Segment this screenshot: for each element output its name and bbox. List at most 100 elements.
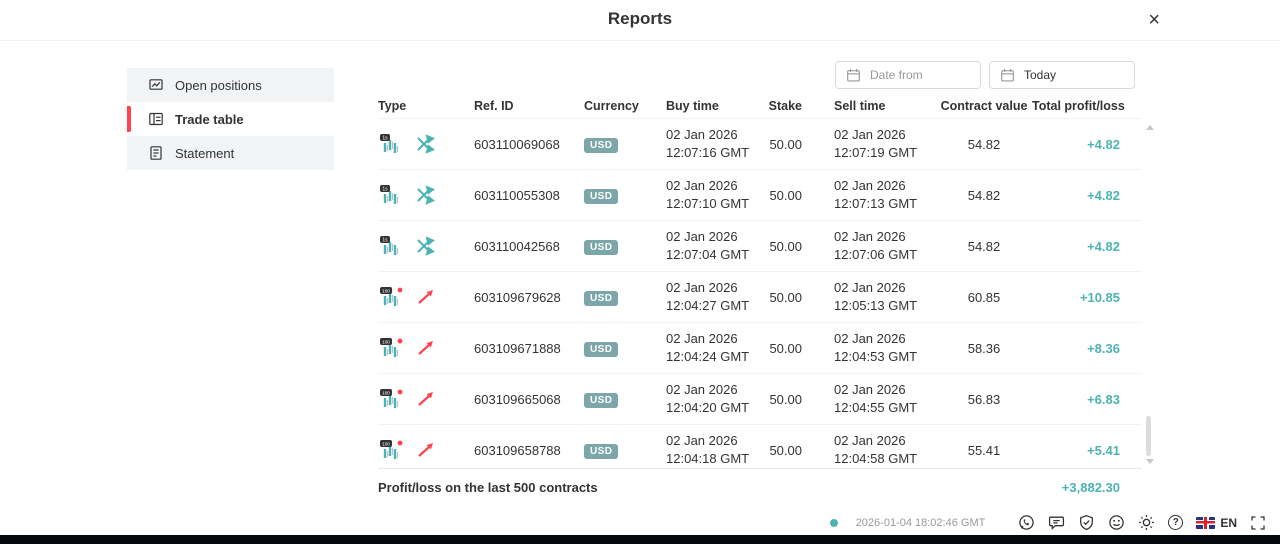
- currency-cell: USD: [584, 442, 666, 459]
- contract-type-icon: [416, 287, 436, 307]
- network-status-dot: [829, 518, 838, 527]
- col-contract-value: Contract value: [940, 99, 1028, 113]
- security-button[interactable]: [1078, 514, 1095, 531]
- stake: 50.00: [769, 289, 802, 305]
- buy-time: 02 Jan 2026 12:04:20 GMT: [666, 381, 766, 416]
- smiley-icon: [1109, 515, 1125, 530]
- statement-icon: [150, 146, 162, 160]
- buy-time: 02 Jan 2026 12:07:04 GMT: [666, 228, 766, 263]
- buy-time-line: 12:04:18 GMT: [666, 451, 750, 466]
- sell-time: 02 Jan 2026 12:04:55 GMT: [818, 381, 936, 416]
- table-row[interactable]: 100 603109671888 USD 02 Jan 2026 12:04:2…: [378, 323, 1142, 374]
- open-positions-icon: [149, 79, 163, 90]
- table-row[interactable]: 1s 603110042568 USD 02 J: [378, 221, 1142, 272]
- currency-cell: USD: [584, 289, 666, 306]
- buy-date-line: 02 Jan 2026: [666, 382, 738, 398]
- split-arrows-icon: [417, 134, 435, 154]
- sell-time-line: 12:07:19 GMT: [834, 145, 918, 160]
- scroll-down-arrow[interactable]: [1146, 459, 1154, 464]
- feedback-button[interactable]: [1108, 514, 1125, 531]
- rise-arrow-icon: [418, 392, 433, 406]
- buy-time-line: 12:07:04 GMT: [666, 247, 750, 262]
- contract-type-icon: [416, 389, 436, 409]
- sell-time: 02 Jan 2026 12:07:06 GMT: [818, 228, 936, 263]
- volatility-1s-index-icon: 1s: [380, 236, 399, 255]
- currency-cell: USD: [584, 136, 666, 153]
- page-title: Reports: [607, 9, 673, 28]
- sidebar-item-label: Trade table: [175, 111, 244, 127]
- svg-text:100: 100: [382, 390, 390, 395]
- help-button[interactable]: ?: [1168, 515, 1184, 530]
- table-row[interactable]: 1s 603110055308 USD 02 J: [378, 170, 1142, 221]
- buy-time: 02 Jan 2026 12:04:24 GMT: [666, 330, 766, 365]
- sell-time: 02 Jan 2026 12:07:19 GMT: [818, 126, 936, 161]
- theme-toggle-button[interactable]: [1138, 514, 1155, 531]
- currency-badge: USD: [584, 341, 619, 357]
- scroll-up-arrow[interactable]: [1146, 125, 1154, 130]
- currency-cell: USD: [584, 340, 666, 357]
- sell-time-line: 12:04:55 GMT: [834, 400, 918, 415]
- server-time: 2026-01-04 18:02:46 GMT: [855, 516, 986, 529]
- sell-date-line: 02 Jan 2026: [834, 331, 906, 347]
- buy-date-line: 02 Jan 2026: [666, 127, 738, 143]
- sell-date-line: 02 Jan 2026: [834, 433, 906, 449]
- ref-id: 603109671888: [474, 340, 561, 356]
- buy-time: 02 Jan 2026 12:04:27 GMT: [666, 279, 766, 314]
- whatsapp-button[interactable]: [1018, 514, 1035, 531]
- table-body: 1s 603110069068 USD 02 J: [378, 118, 1142, 475]
- rise-arrow-icon: [418, 443, 433, 457]
- ref-id: 603110042568: [474, 238, 560, 254]
- scrollbar-thumb[interactable]: [1146, 416, 1151, 456]
- crash-100-index-icon: 100: [380, 287, 403, 306]
- market-icon: 100: [380, 338, 403, 358]
- buy-time: 02 Jan 2026 12:04:18 GMT: [666, 432, 766, 467]
- contract-type-icon: [415, 134, 435, 154]
- buy-time: 02 Jan 2026 12:07:10 GMT: [666, 177, 766, 212]
- profit-loss: +8.36: [1087, 340, 1120, 356]
- currency-cell: USD: [584, 187, 666, 204]
- sidebar-item-open-positions[interactable]: Open positions: [127, 68, 334, 102]
- profit-loss: +4.82: [1087, 187, 1120, 203]
- table-row[interactable]: 1s 603110069068 USD 02 J: [378, 119, 1142, 170]
- type-cell: 1s: [378, 236, 474, 256]
- table-row[interactable]: 100 603109679628 USD 02 Jan 2026 12:04:2…: [378, 272, 1142, 323]
- currency-badge: USD: [584, 239, 619, 255]
- sell-date-line: 02 Jan 2026: [834, 280, 906, 296]
- profit-loss: +4.82: [1087, 238, 1120, 254]
- profit-loss: +4.82: [1087, 136, 1120, 152]
- date-to-value: Today: [1024, 68, 1057, 82]
- sell-time-line: 12:04:58 GMT: [834, 451, 918, 466]
- table-row[interactable]: 100 603109658788 USD 02 Jan 2026 12:04:1…: [378, 425, 1142, 475]
- shield-check-icon: [1080, 515, 1094, 531]
- sidebar-item-statement[interactable]: Statement: [127, 136, 334, 170]
- livechat-button[interactable]: [1048, 514, 1065, 531]
- buy-time-line: 12:04:27 GMT: [666, 298, 750, 313]
- sell-time-line: 12:07:06 GMT: [834, 247, 918, 262]
- fullscreen-button[interactable]: [1250, 515, 1266, 531]
- sell-time-line: 12:04:53 GMT: [834, 349, 918, 364]
- date-from-input[interactable]: Date from: [835, 61, 981, 89]
- sell-time-line: 12:05:13 GMT: [834, 298, 918, 313]
- sidebar-item-label: Open positions: [175, 77, 262, 93]
- buy-time-line: 12:07:16 GMT: [666, 145, 750, 160]
- sidebar: Open positions Trade table Statement: [127, 68, 334, 170]
- currency-cell: USD: [584, 238, 666, 255]
- date-to-input[interactable]: Today: [989, 61, 1135, 89]
- close-button[interactable]: ×: [1144, 6, 1164, 34]
- date-filters: Date from Today: [835, 61, 1135, 89]
- stake: 50.00: [769, 391, 802, 407]
- summary-label: Profit/loss on the last 500 contracts: [378, 479, 598, 495]
- table-row[interactable]: 100 603109665068 USD 02 Jan 2026 12:04:2…: [378, 374, 1142, 425]
- type-cell: 1s: [378, 134, 474, 154]
- crash-100-index-icon: 100: [380, 440, 403, 459]
- sell-date-line: 02 Jan 2026: [834, 229, 906, 245]
- currency-badge: USD: [584, 290, 619, 306]
- language-selector[interactable]: EN: [1196, 516, 1237, 530]
- buy-date-line: 02 Jan 2026: [666, 178, 738, 194]
- contract-value: 54.82: [967, 187, 1001, 203]
- sell-time: 02 Jan 2026 12:04:58 GMT: [818, 432, 936, 467]
- crash-100-index-icon: 100: [380, 389, 403, 408]
- market-icon: 100: [380, 440, 403, 460]
- sidebar-item-trade-table[interactable]: Trade table: [127, 102, 334, 136]
- split-arrows-icon: [417, 185, 435, 205]
